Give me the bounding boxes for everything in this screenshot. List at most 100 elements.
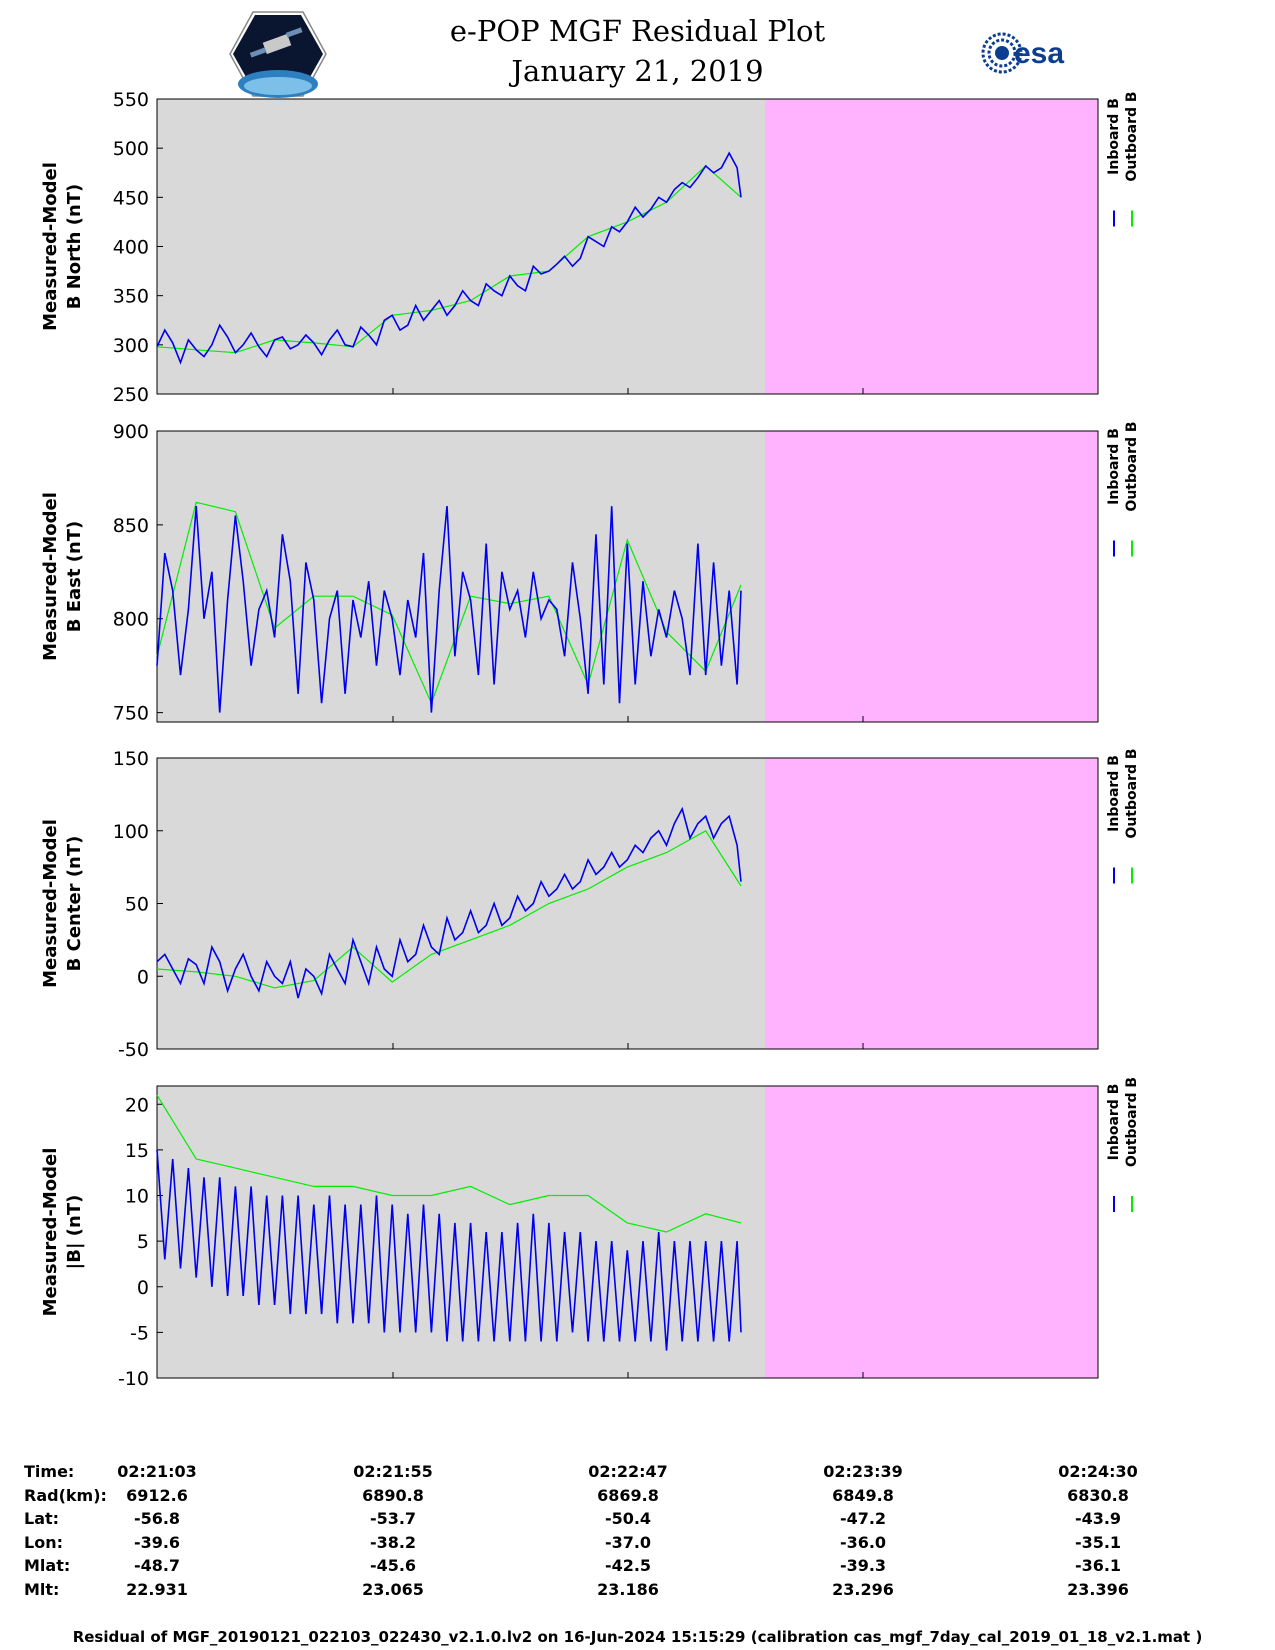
y-tick-label: 20 <box>125 1094 149 1116</box>
y-tick-label: 100 <box>113 821 149 843</box>
y-tick-label: 5 <box>137 1231 149 1253</box>
tick-rad: 6830.8 <box>1067 1485 1129 1505</box>
row-label: Lon: <box>24 1532 63 1552</box>
tick-mlt: 23.396 <box>1067 1579 1129 1599</box>
row-label: Mlt: <box>24 1579 60 1599</box>
tick-rad: 6890.8 <box>362 1485 424 1505</box>
no-data-region <box>765 431 1098 722</box>
svg-text:esa: esa <box>1014 37 1064 70</box>
panel-3: -50 0 50 100 150 Measured-Model B Center (nT) I… <box>40 748 1140 1061</box>
tick-time: 02:23:39 <box>823 1462 903 1481</box>
tick-mlat: -36.1 <box>1074 1556 1122 1575</box>
legend-label: Outboard B <box>1124 748 1140 838</box>
series-inboard-line <box>156 806 742 999</box>
panel-2: 750 800 850 900 Measured-Model B East (nT) Inb… <box>40 421 1140 725</box>
tick-lon: -36.0 <box>839 1532 887 1552</box>
y-tick-label: 15 <box>125 1140 149 1162</box>
tick-time: 02:21:55 <box>353 1462 433 1481</box>
series-inboard-line <box>156 151 742 365</box>
tick-mlat: -45.6 <box>369 1556 417 1575</box>
y-tick-label: 250 <box>113 384 149 406</box>
footer-caption: Residual of MGF_20190121_022103_022430_v… <box>72 1628 1203 1646</box>
row-label: Lat: <box>24 1509 60 1528</box>
y-axis-label: Measured-Model <box>40 1148 61 1317</box>
row-label: Rad(km): <box>24 1485 107 1505</box>
tick-mlt: 23.186 <box>597 1579 659 1599</box>
row-label: Time: <box>24 1462 75 1481</box>
data-region <box>157 1086 765 1378</box>
tick-lon: -38.2 <box>369 1532 417 1552</box>
tick-rad: 6869.8 <box>597 1485 659 1505</box>
y-tick-label: 10 <box>125 1186 149 1208</box>
legend-label: Outboard B <box>1124 421 1140 511</box>
data-region <box>157 99 765 394</box>
panel-1: 250 300 350 400 450 500 550 Measured-Model B Nor… <box>40 89 1140 406</box>
series-outboard-line <box>156 501 742 705</box>
cassiope-logo <box>229 11 327 98</box>
tick-mlat: -39.3 <box>839 1556 887 1575</box>
tick-time: 02:24:30 <box>1058 1462 1138 1481</box>
y-tick-label: 750 <box>113 703 149 725</box>
row-label: Mlat: <box>24 1556 71 1575</box>
series-outboard-line <box>156 1094 742 1233</box>
y-tick-label: 550 <box>113 89 149 111</box>
y-tick-label: -50 <box>118 1039 149 1061</box>
tick-time: 02:22:47 <box>588 1462 668 1481</box>
x-axis-info-table: Time: Rad(km): Lat: Lon: Mlat: Mlt: 02:21:03 69… <box>0 1462 1275 1622</box>
y-axis-label: Measured-Model <box>40 492 61 661</box>
no-data-region <box>765 758 1098 1049</box>
tick-rad: 6849.8 <box>832 1485 894 1505</box>
y-tick-label: 400 <box>113 237 149 259</box>
tick-lat: -56.8 <box>133 1509 181 1528</box>
data-region <box>157 431 765 722</box>
series-inboard-line <box>156 1149 742 1351</box>
plot-title: e-POP MGF Residual Plot <box>449 14 826 48</box>
legend-label: Inboard B <box>1106 98 1122 175</box>
tick-mlat: -48.7 <box>133 1556 181 1575</box>
no-data-region <box>765 99 1098 394</box>
y-tick-label: 0 <box>137 1277 149 1299</box>
y-tick-label: 50 <box>125 894 149 916</box>
y-axis-label: B Center (nT) <box>64 836 85 972</box>
tick-rad: 6912.6 <box>126 1485 188 1505</box>
legend-label: Outboard B <box>1124 91 1140 181</box>
tick-lat: -43.9 <box>1074 1509 1122 1528</box>
tick-lon: -39.6 <box>133 1532 181 1552</box>
y-tick-label: 500 <box>113 138 149 160</box>
panel-4: -10 -5 0 5 10 15 20 Measured-Model |B| (nT) Inboa… <box>40 1077 1140 1390</box>
y-axis-label: Measured-Model <box>40 819 61 988</box>
y-tick-label: -10 <box>118 1368 149 1390</box>
y-tick-label: 850 <box>113 515 149 537</box>
data-region <box>157 758 765 1049</box>
tick-mlat: -42.5 <box>604 1556 652 1575</box>
tick-lon: -37.0 <box>604 1532 652 1552</box>
tick-mlt: 23.065 <box>362 1579 424 1599</box>
y-tick-label: 300 <box>113 335 149 357</box>
y-tick-label: 450 <box>113 187 149 209</box>
tick-time: 02:21:03 <box>117 1462 197 1481</box>
tick-mlt: 23.296 <box>832 1579 894 1599</box>
y-tick-label: -5 <box>130 1322 149 1344</box>
esa-logo: esa <box>981 32 1064 74</box>
tick-lat: -50.4 <box>604 1509 652 1528</box>
tick-lat: -47.2 <box>839 1509 887 1528</box>
y-axis-label: B North (nT) <box>64 184 85 310</box>
legend-label: Inboard B <box>1106 428 1122 505</box>
y-tick-label: 800 <box>113 609 149 631</box>
y-axis-label: Measured-Model <box>40 162 61 331</box>
tick-mlt: 22.931 <box>126 1579 188 1599</box>
tick-lon: -35.1 <box>1074 1532 1122 1552</box>
y-axis-label: |B| (nT) <box>64 1195 85 1270</box>
y-tick-label: 350 <box>113 286 149 308</box>
y-axis-label: B East (nT) <box>64 521 85 633</box>
no-data-region <box>765 1086 1098 1378</box>
legend-label: Outboard B <box>1124 1077 1140 1167</box>
tick-lat: -53.7 <box>369 1509 417 1528</box>
series-inboard-line <box>156 506 742 713</box>
plot-date: January 21, 2019 <box>511 54 764 88</box>
y-tick-label: 150 <box>113 748 149 770</box>
y-tick-label: 900 <box>113 421 149 443</box>
y-tick-label: 0 <box>137 966 149 988</box>
legend-label: Inboard B <box>1106 755 1122 832</box>
